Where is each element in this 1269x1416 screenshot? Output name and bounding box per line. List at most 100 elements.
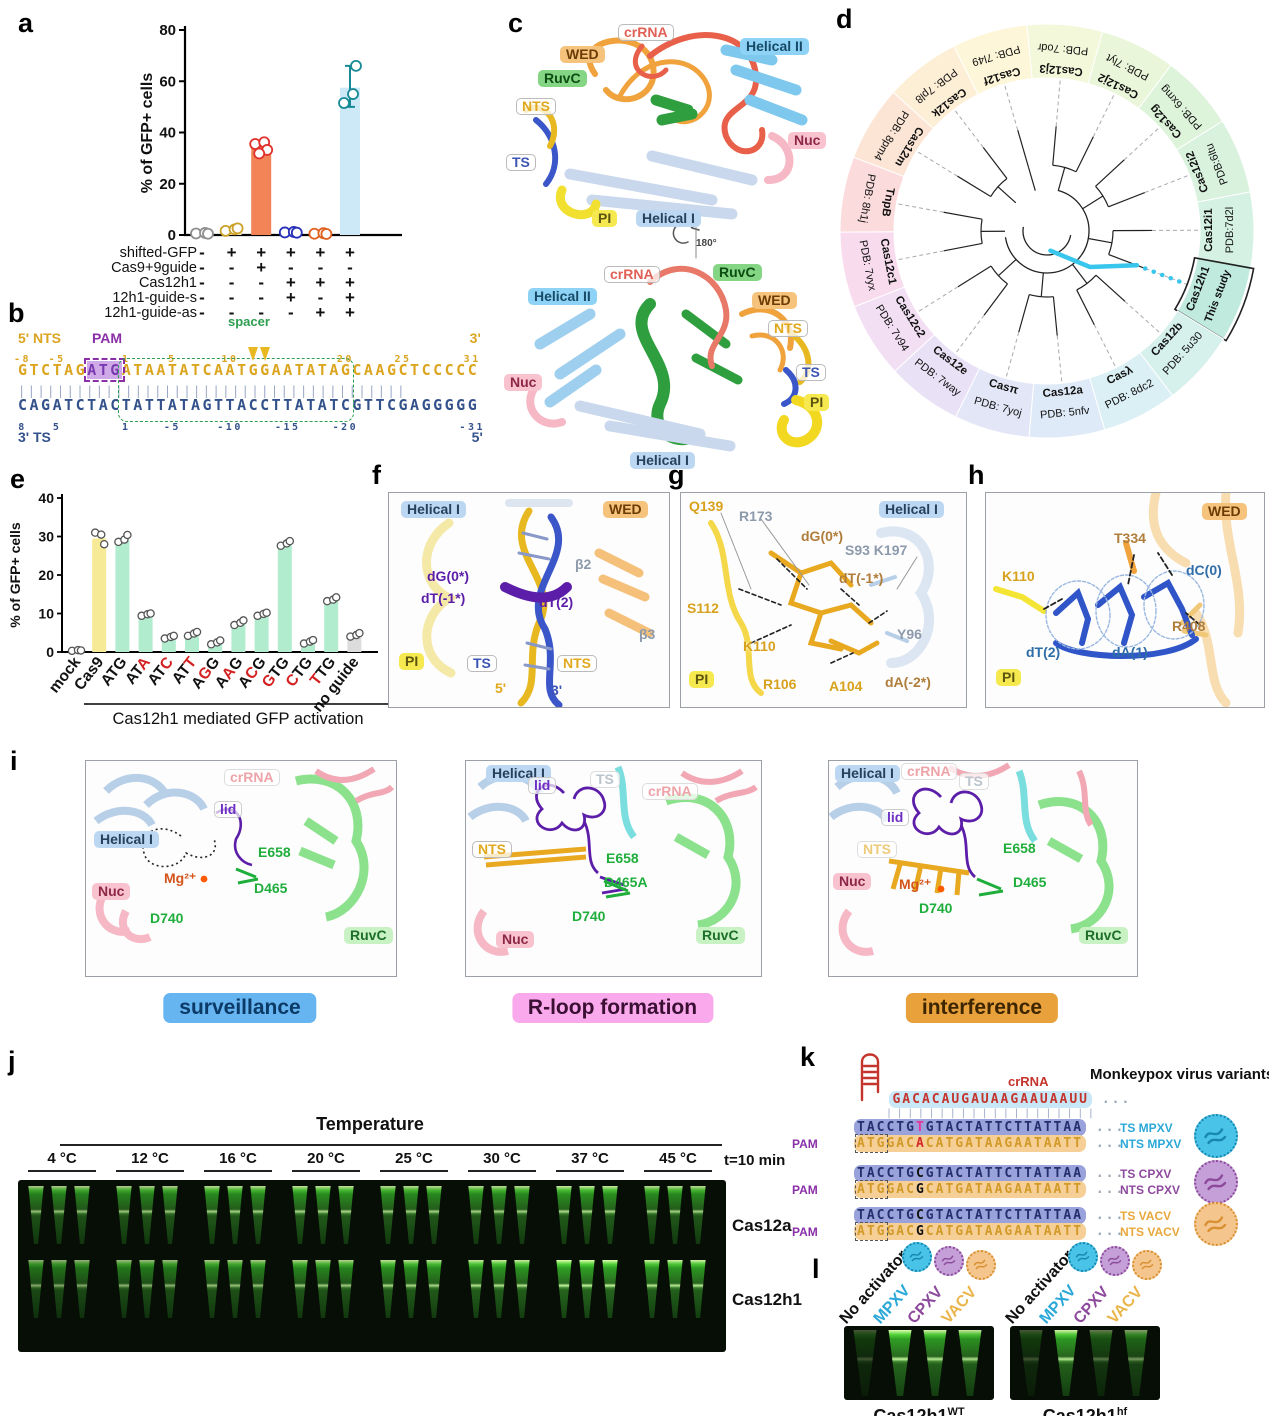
svg-text:-: - [347,258,353,277]
label-r106: R106 [763,676,797,692]
caption-cas12h1hf: Cas12h1hf [1042,1406,1128,1416]
svg-text:-: - [318,258,324,277]
pam-label: PAM [792,1183,818,1197]
structure-overview-panel: crRNA WED Helical II RuvC NTS Nuc TS PI Helical … [500,14,845,470]
position-1: 1 [122,354,131,365]
ts-sequence-ts-vacv: TACCTGCGTACTATTCTTATTAA ... [854,1207,1125,1224]
temp-underline [28,1170,96,1172]
temp-underline [292,1170,360,1172]
pam-label: PAM [792,1225,818,1239]
temp-underline [380,1170,448,1172]
position-10: 10 [221,354,239,365]
svg-text:Cas12h1: Cas12h1 [139,275,197,291]
label-cpxv: CPXV [1070,1283,1113,1328]
svg-text:+: + [345,273,355,292]
label-nts-vacv: NTS VACV [1120,1225,1180,1239]
svg-text:-: - [199,258,205,277]
label-nts-mpxv: NTS MPXV [1120,1137,1182,1151]
panel-label-i: i [10,746,18,776]
panel-label-e: e [10,464,26,494]
panel-label-l: l [812,1254,820,1284]
virus-icon [1132,1250,1162,1280]
label-dg-0: dG(0*) [427,568,469,584]
position--15: -15 [274,422,301,433]
label-nts: NTS [472,841,512,859]
crrna-hairpin-icon [860,1053,880,1102]
svg-text:+: + [256,258,266,277]
label-pi: PI [399,653,425,671]
label-dt-1: dT(-1*) [839,570,884,586]
svg-text:PDB:7d2l: PDB:7d2l [1224,207,1236,254]
virus-icon [1194,1202,1238,1246]
position-25: 25 [394,354,412,365]
label-ts-mpxv: TS MPXV [1120,1121,1173,1135]
label-ruvc: RuvC [696,927,745,945]
virus-variant-sequences: crRNA Monkeypox virus variants GACACAUGAUA… [790,1040,1269,1258]
label-helical-i: Helical I [879,501,944,519]
panel-label-h: h [968,460,985,490]
label-helical-i: Helical I [835,765,900,783]
label-q139: Q139 [689,498,724,514]
position--8: -8 [13,354,32,365]
cleavage-arrow [248,347,259,361]
virus-icon [1100,1246,1130,1276]
row-label-cas12h1: Cas12h1 [732,1290,802,1309]
label-d465: D465 [1013,874,1047,890]
label-nts: NTS [768,320,808,338]
position--31: -31 [459,422,485,433]
label-crrna: crRNA [618,24,674,42]
ts-5prime-label: 5' [471,429,483,445]
label-wed: WED [560,46,605,64]
position-5: 5 [52,422,62,433]
svg-text:12h1-guide-s: 12h1-guide-s [112,290,197,306]
virus-icon [902,1242,932,1272]
position-20: 20 [336,354,354,365]
temperature-title: Temperature [316,1114,424,1134]
position--10: -10 [217,422,243,433]
label-helical-ii: Helical II [528,288,597,306]
temp-label: 37 °C [571,1150,609,1167]
svg-text:Cas12i1: Cas12i1 [1203,208,1215,252]
stage-badge-interference: interference [905,993,1059,1023]
label-t334: T334 [1114,530,1146,546]
label-crrna: crRNA [224,769,280,787]
label-nuc: Nuc [504,374,543,392]
virus-icon [1194,1160,1238,1204]
label-nuc: Nuc [496,931,535,949]
label-s112: S112 [687,600,719,616]
label-d465: D465 [254,880,288,896]
label-lid: lid [214,801,243,819]
structure-art [422,499,654,709]
base-pair-bars: |||||||||||||||||||||||||||||||||||||||| [18,384,407,398]
svg-text:shifted-GFP: shifted-GFP [120,245,197,261]
label-r408: R408 [1172,618,1206,634]
label-nts: NTS [857,841,897,859]
row-label-cas12a: Cas12a [732,1216,792,1235]
svg-text:-: - [288,303,294,322]
label-ruvc: RuvC [1079,927,1128,945]
temp-underline [204,1170,272,1172]
pam-label: PAM [792,1137,818,1151]
label-da-1: dA(1) [1112,644,1148,660]
label-helical-i: Helical I [94,831,159,849]
panel-label-j: j [8,1046,16,1076]
ts-sequence: CAGATCTACTATTATAGTTACCTTATATCGTTCGAGGGGG [18,396,480,414]
label-dc-0: dC(0) [1186,562,1222,578]
svg-text:12h1-guide-as: 12h1-guide-as [104,305,197,321]
position--5: -5 [48,354,66,365]
position-5: 5 [168,354,177,365]
position--20: -20 [332,422,359,433]
label-ts-cpxv: TS CPXV [1120,1167,1172,1181]
svg-text:-: - [229,303,235,322]
label-k110: K110 [1002,568,1035,584]
label-nuc: Nuc [788,132,827,150]
svg-text:-: - [199,288,205,307]
detection-gel-panel: No activator MPXV CPXV VACV Cas12h1WT No act… [800,1240,1269,1416]
svg-text:-: - [288,258,294,277]
label-nts: NTS [516,98,556,116]
